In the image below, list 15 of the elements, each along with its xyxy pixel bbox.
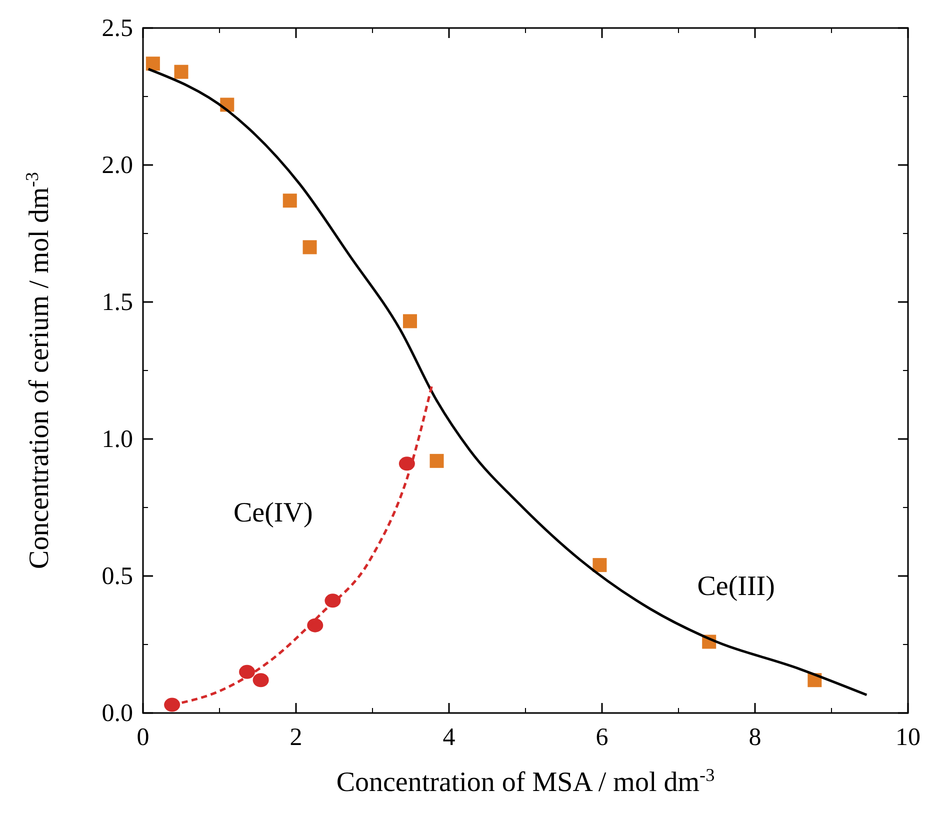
y-tick-label: 1.5: [102, 289, 133, 316]
x-tick-label: 10: [896, 724, 920, 751]
x-tick-label: 8: [748, 724, 762, 751]
series-label: Ce(III): [697, 570, 775, 602]
y-tick-label: 0.0: [102, 700, 133, 727]
y-tick-label: 0.5: [102, 563, 133, 590]
y-tick-label: 1.0: [102, 426, 133, 453]
x-tick-label: 4: [442, 724, 456, 751]
x-tick-label: 0: [136, 724, 150, 751]
y-tick-label: 2.0: [102, 152, 133, 179]
x-tick-label: 2: [290, 724, 302, 751]
x-axis-title: Concentration of MSA / mol dm$^{-3}$: [336, 765, 715, 798]
text: Ce(IV): [233, 497, 313, 528]
x-tick-label: 6: [596, 724, 608, 751]
y-tick-label: 2.5: [102, 15, 133, 42]
